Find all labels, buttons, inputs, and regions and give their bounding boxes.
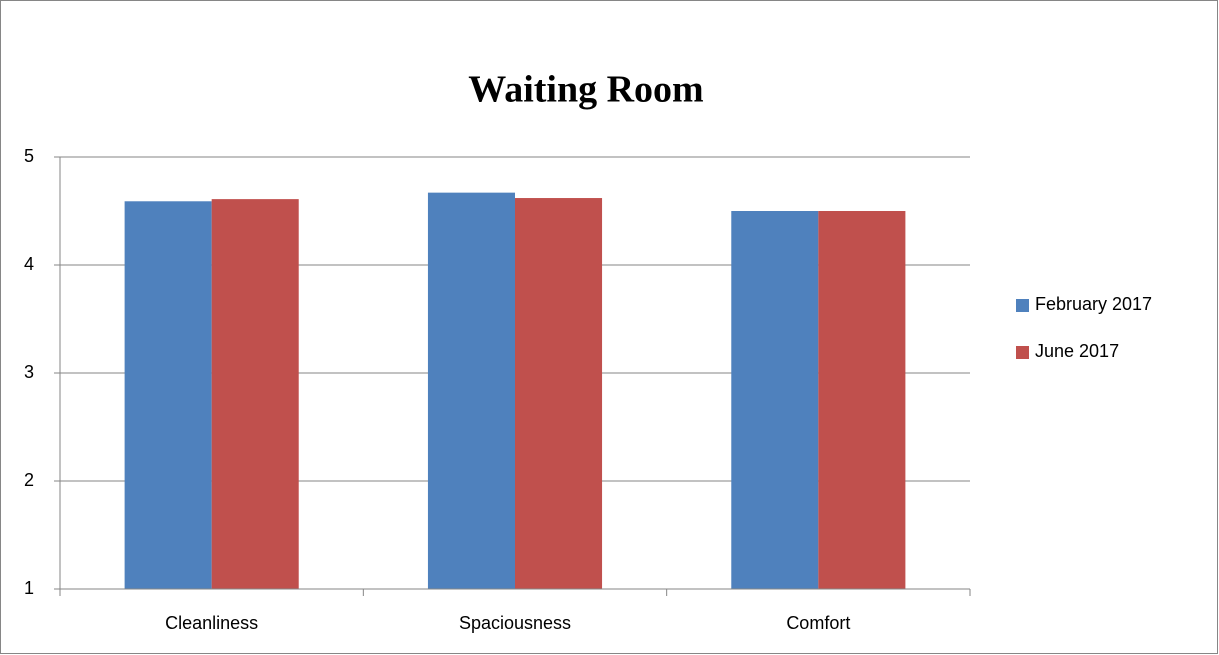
bar: [515, 198, 603, 590]
x-tick-label: Cleanliness: [165, 613, 258, 633]
bar: [211, 199, 299, 589]
bar: [427, 192, 515, 589]
x-tick-label: Spaciousness: [459, 613, 571, 633]
chart-title: Waiting Room: [468, 69, 703, 111]
legend-label: February 2017: [1035, 294, 1152, 314]
y-tick-label: 2: [24, 470, 34, 490]
legend-label: June 2017: [1035, 341, 1119, 361]
y-tick-label: 1: [24, 578, 34, 598]
y-tick-label: 5: [24, 146, 34, 166]
x-tick-label: Comfort: [786, 613, 850, 633]
legend-swatch: [1016, 346, 1029, 359]
bar: [124, 201, 212, 589]
bar: [731, 211, 819, 589]
legend-swatch: [1016, 299, 1029, 312]
bar: [818, 211, 906, 589]
y-tick-label: 3: [24, 362, 34, 382]
y-tick-label: 4: [24, 254, 34, 274]
